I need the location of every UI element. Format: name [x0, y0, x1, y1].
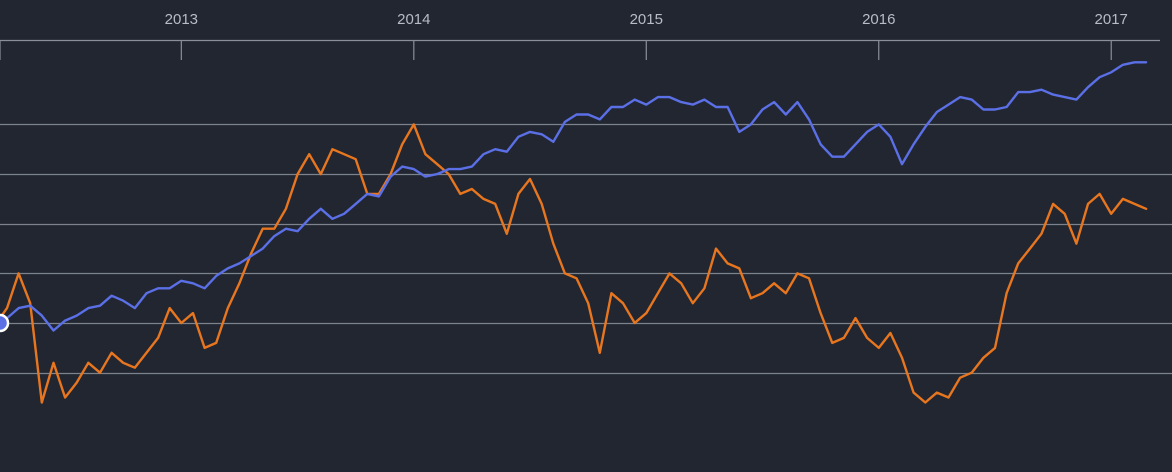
x-tick-2017: 2017 — [1095, 11, 1128, 60]
x-tick-2016: 2016 — [862, 11, 895, 60]
x-tick-label: 2013 — [165, 11, 198, 28]
x-tick-2013: 2013 — [165, 11, 198, 60]
x-axis-ticks: 2013 2014 2015 2016 2017 — [0, 11, 1128, 60]
x-tick-label: 2015 — [630, 11, 663, 28]
x-tick-label: 2016 — [862, 11, 895, 28]
series-start-marker[interactable] — [0, 313, 10, 333]
x-tick-label: 2014 — [397, 11, 430, 28]
y-gridlines — [0, 123, 1172, 375]
x-tick-2015: 2015 — [630, 11, 663, 60]
series-layer — [0, 61, 1148, 404]
x-tick-2014: 2014 — [397, 11, 430, 60]
series-line-blue — [0, 61, 1148, 332]
series-line-orange — [0, 123, 1148, 404]
x-tick-label: 2017 — [1095, 11, 1128, 28]
